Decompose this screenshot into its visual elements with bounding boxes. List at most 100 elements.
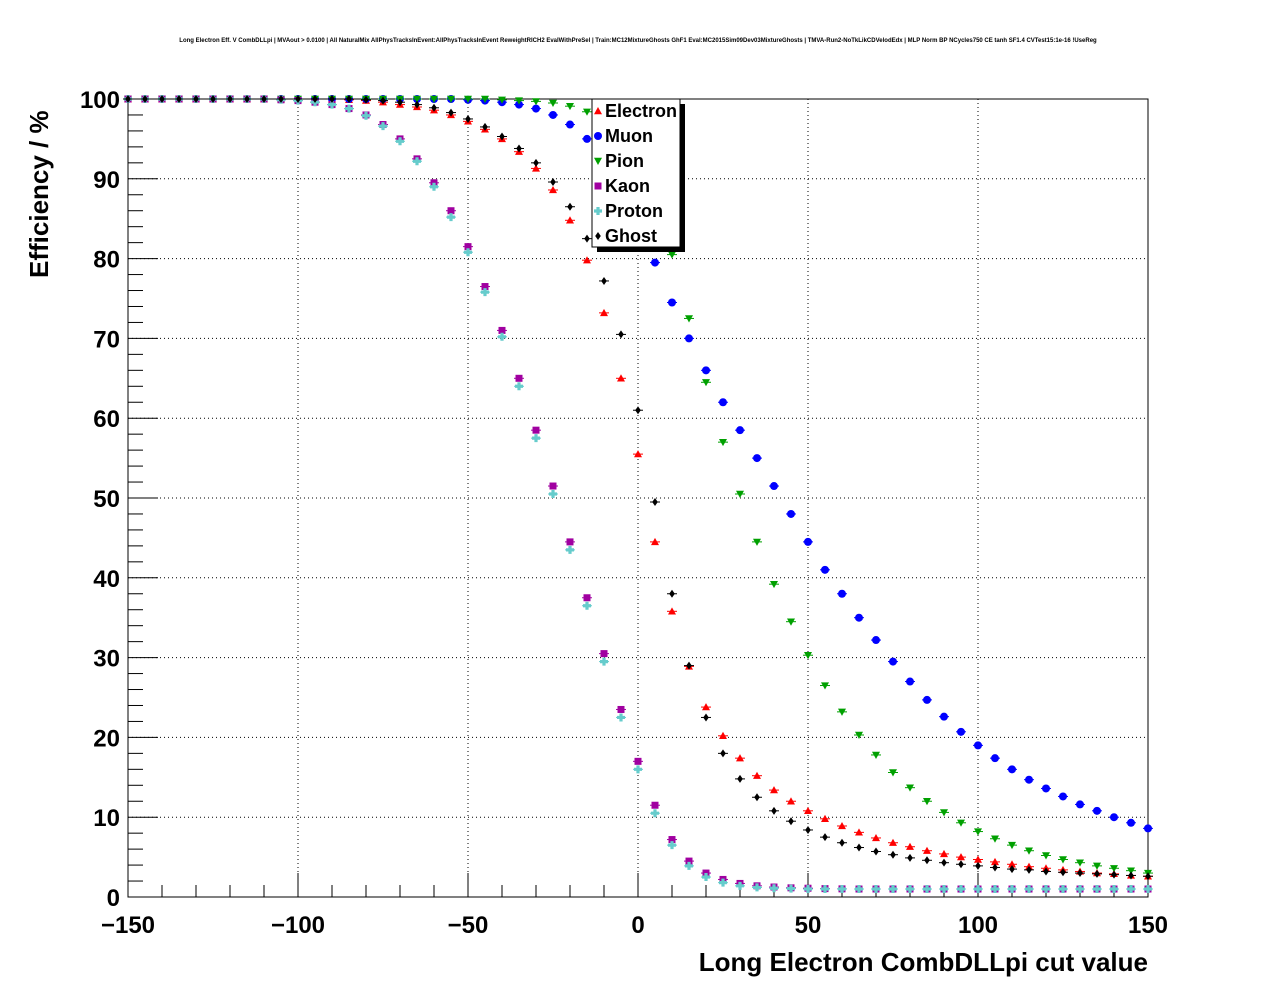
muon-point	[821, 565, 829, 574]
muon-point	[940, 712, 948, 721]
axis-ticks	[127, 98, 1149, 898]
ghost-point	[227, 95, 233, 103]
ghost-point	[737, 774, 743, 783]
pion-point	[1110, 865, 1118, 873]
electron-point	[634, 450, 642, 458]
muon-point	[566, 120, 574, 129]
ghost-point	[1009, 865, 1015, 874]
ghost-point	[873, 847, 879, 856]
pion-point	[515, 97, 523, 105]
kaon-point	[668, 836, 676, 844]
series-ghost	[123, 95, 1153, 881]
electron-point	[855, 828, 863, 836]
pion-point	[770, 580, 778, 589]
proton-point	[906, 885, 915, 894]
pion-point	[532, 98, 540, 106]
y-tick-label: 0	[107, 885, 120, 912]
ghost-point	[567, 202, 573, 211]
proton-point	[1144, 885, 1152, 894]
ghost-point	[1060, 868, 1066, 877]
pion-point	[447, 95, 455, 103]
ghost-point	[176, 95, 182, 103]
ghost-point	[210, 95, 216, 103]
ghost-point	[312, 95, 318, 103]
ghost-point	[601, 276, 607, 285]
ghost-point	[397, 98, 403, 107]
ghost-point	[754, 793, 760, 802]
ghost-point	[788, 817, 794, 826]
muon-point	[668, 298, 676, 307]
x-tick-label: 100	[958, 912, 998, 939]
ghost-point	[652, 497, 658, 506]
ghost-point	[1145, 872, 1151, 881]
ghost-point	[703, 713, 709, 722]
proton-point	[464, 248, 472, 257]
ghost-point	[992, 863, 998, 872]
ghost-point	[533, 158, 539, 167]
proton-point	[1076, 885, 1084, 894]
ghost-point	[890, 850, 896, 859]
proton-point	[736, 881, 745, 890]
chart-title: Long Electron Eff. V CombDLLpi | MVAout …	[179, 38, 1097, 44]
ghost-point	[1077, 869, 1083, 878]
proton-point	[702, 873, 711, 882]
pion-point	[906, 784, 914, 792]
pion-point	[430, 95, 438, 103]
legend-box	[591, 98, 681, 248]
electron-point	[532, 164, 540, 172]
electron-point	[617, 374, 625, 382]
proton-point	[549, 490, 558, 499]
proton-point	[872, 885, 881, 894]
proton-point	[345, 104, 353, 113]
muon-point	[702, 366, 710, 375]
proton-point	[532, 434, 541, 443]
legend-marker-pion	[594, 157, 602, 165]
y-tick-label: 100	[80, 87, 120, 114]
pion-point	[668, 251, 676, 259]
y-tick-label: 80	[93, 247, 120, 274]
electron-point	[991, 857, 999, 866]
ghost-point	[686, 661, 692, 670]
legend-label-muon: Muon	[605, 126, 653, 146]
ghost-point	[1026, 865, 1032, 874]
y-axis-label: Efficiency / %	[24, 110, 54, 278]
electron-point	[787, 797, 795, 805]
pion-point	[838, 708, 846, 716]
ghost-point	[941, 858, 947, 867]
ghost-point	[125, 95, 131, 103]
muon-point	[1059, 792, 1067, 801]
proton-point	[1042, 885, 1050, 894]
legend: Electron Muon Pion Kaon Proton Ghost	[591, 98, 685, 252]
ghost-point	[142, 95, 148, 103]
ghost-point	[431, 103, 437, 112]
kaon-point	[634, 757, 642, 765]
muon-point	[991, 754, 999, 763]
ghost-point	[193, 95, 199, 103]
electron-point	[702, 703, 710, 711]
pion-point	[804, 652, 812, 660]
pion-point	[1025, 847, 1033, 855]
y-tick-label: 30	[93, 646, 120, 673]
proton-point	[1025, 885, 1033, 894]
electron-point	[838, 821, 846, 830]
kaon-point	[651, 801, 659, 809]
ghost-point	[295, 95, 301, 103]
ghost-point	[584, 234, 590, 243]
ghost-point	[907, 853, 913, 862]
pion-point	[736, 490, 744, 499]
kaon-point	[600, 650, 608, 658]
electron-point	[923, 846, 931, 854]
kaon-point	[685, 857, 693, 865]
electron-point	[872, 833, 880, 842]
x-tick-label: −50	[448, 912, 489, 939]
pion-point	[1076, 859, 1084, 867]
ghost-point	[924, 856, 930, 865]
electron-point	[736, 754, 744, 762]
y-tick-label: 20	[93, 725, 120, 752]
proton-point	[566, 545, 575, 554]
proton-point	[396, 137, 404, 146]
muon-point	[583, 134, 591, 143]
proton-point	[481, 288, 489, 297]
y-tick-label: 90	[93, 167, 120, 194]
proton-point	[515, 382, 524, 391]
